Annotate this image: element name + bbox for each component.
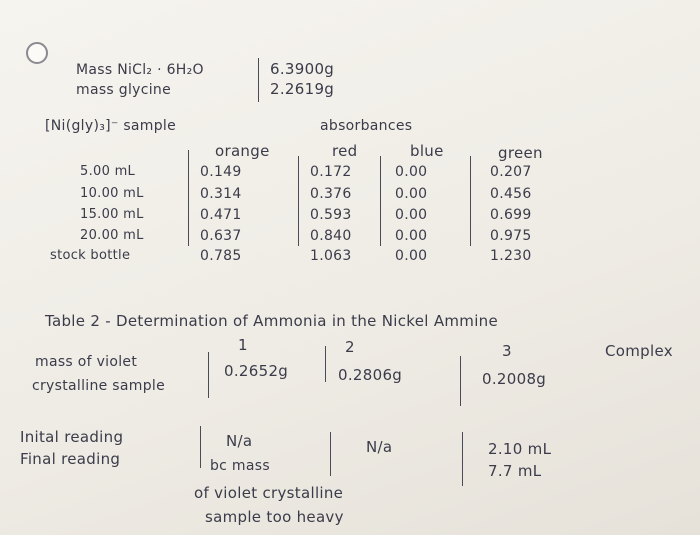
cell: 0.00	[395, 228, 428, 244]
divider	[208, 352, 209, 398]
cell: 0.00	[395, 186, 428, 202]
cell: 0.593	[310, 207, 352, 223]
cell: 0.00	[395, 164, 428, 180]
divider	[330, 432, 331, 476]
divider	[380, 156, 381, 246]
row-label: mass of violet	[35, 354, 138, 370]
divider	[325, 346, 326, 382]
cell: 0.149	[200, 164, 242, 180]
cell: 0.456	[490, 186, 532, 202]
cell: 0.207	[490, 164, 532, 180]
divider	[298, 156, 299, 246]
divider	[188, 150, 189, 246]
row-label: 5.00 mL	[80, 164, 136, 179]
cell: 1.230	[490, 248, 532, 264]
column-header: 2	[345, 338, 355, 356]
mass-label: mass glycine	[76, 82, 171, 98]
group-header: absorbances	[320, 118, 413, 134]
cell: 0.637	[200, 228, 242, 244]
mass-value: 2.2619g	[270, 80, 335, 98]
table-title: [Ni(gly)₃]⁻ sample	[45, 118, 177, 134]
reading: 7.7 mL	[488, 462, 542, 480]
divider	[460, 356, 461, 406]
row-label: crystalline sample	[32, 378, 166, 394]
column-header: red	[332, 142, 358, 160]
cell: 0.376	[310, 186, 352, 202]
row-label: 20.00 mL	[80, 228, 144, 243]
column-header: blue	[410, 142, 444, 160]
divider	[200, 426, 201, 468]
note: sample too heavy	[205, 508, 344, 526]
mass-label: Mass NiCl₂ · 6H₂O	[76, 62, 204, 78]
mass-value: 0.2806g	[338, 366, 403, 384]
row-label: 10.00 mL	[80, 186, 144, 201]
column-header: orange	[215, 142, 270, 160]
row-label: Inital reading	[20, 428, 124, 446]
cell: 0.840	[310, 228, 352, 244]
table-title: Table 2 - Determination of Ammonia in th…	[45, 312, 499, 330]
row-label: stock bottle	[50, 248, 131, 263]
divider	[258, 58, 259, 102]
row-label: Final reading	[20, 450, 121, 468]
cell: 0.00	[395, 207, 428, 223]
cell: 0.785	[200, 248, 242, 264]
mass-value: 0.2008g	[482, 370, 547, 388]
cell: 0.314	[200, 186, 242, 202]
reading: N/a	[226, 432, 253, 450]
reading: N/a	[366, 438, 393, 456]
cell: 0.699	[490, 207, 532, 223]
column-header: 3	[502, 342, 512, 360]
cell: 0.172	[310, 164, 352, 180]
cell: 0.471	[200, 207, 242, 223]
divider	[470, 156, 471, 246]
mass-value: 0.2652g	[224, 362, 289, 380]
reading: 2.10 mL	[488, 440, 552, 458]
note: bc mass	[210, 458, 270, 474]
column-header: 1	[238, 336, 248, 354]
cell: 1.063	[310, 248, 352, 264]
row-label: 15.00 mL	[80, 207, 144, 222]
mass-value: 6.3900g	[270, 60, 335, 78]
column-header: green	[498, 144, 543, 162]
binder-hole	[26, 42, 48, 64]
divider	[462, 432, 463, 486]
cell: 0.975	[490, 228, 532, 244]
note: of violet crystalline	[194, 484, 344, 502]
table-title: Complex	[605, 342, 673, 360]
cell: 0.00	[395, 248, 428, 264]
